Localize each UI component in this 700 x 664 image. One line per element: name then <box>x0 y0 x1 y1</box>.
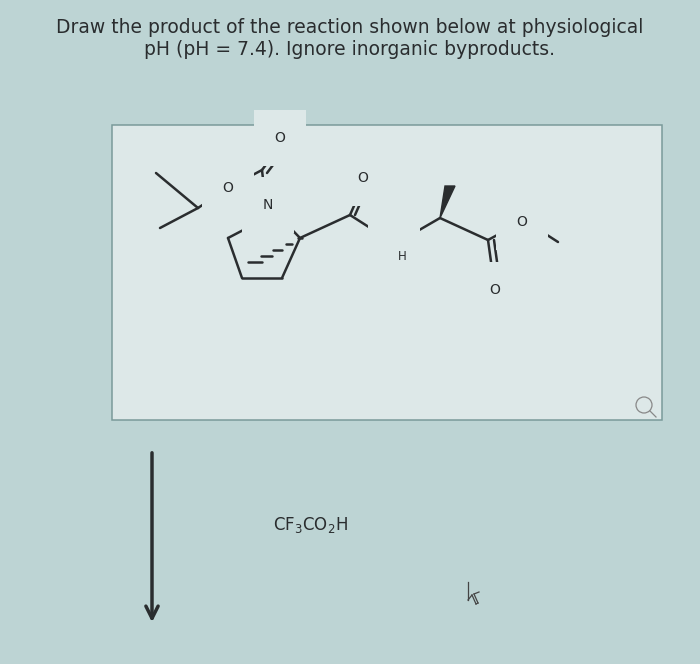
Text: O: O <box>274 131 286 145</box>
Text: CF$_3$CO$_2$H: CF$_3$CO$_2$H <box>272 515 347 535</box>
Text: N: N <box>262 198 273 212</box>
Text: O: O <box>358 171 368 185</box>
Text: Draw the product of the reaction shown below at physiological: Draw the product of the reaction shown b… <box>56 18 644 37</box>
Text: O: O <box>517 215 527 229</box>
Text: H: H <box>398 250 407 262</box>
Text: O: O <box>223 181 233 195</box>
FancyBboxPatch shape <box>112 125 662 420</box>
Text: pH (pH = 7.4). Ignore inorganic byproducts.: pH (pH = 7.4). Ignore inorganic byproduc… <box>144 40 556 59</box>
Text: N: N <box>389 235 399 249</box>
Polygon shape <box>440 186 455 218</box>
Text: O: O <box>489 283 500 297</box>
